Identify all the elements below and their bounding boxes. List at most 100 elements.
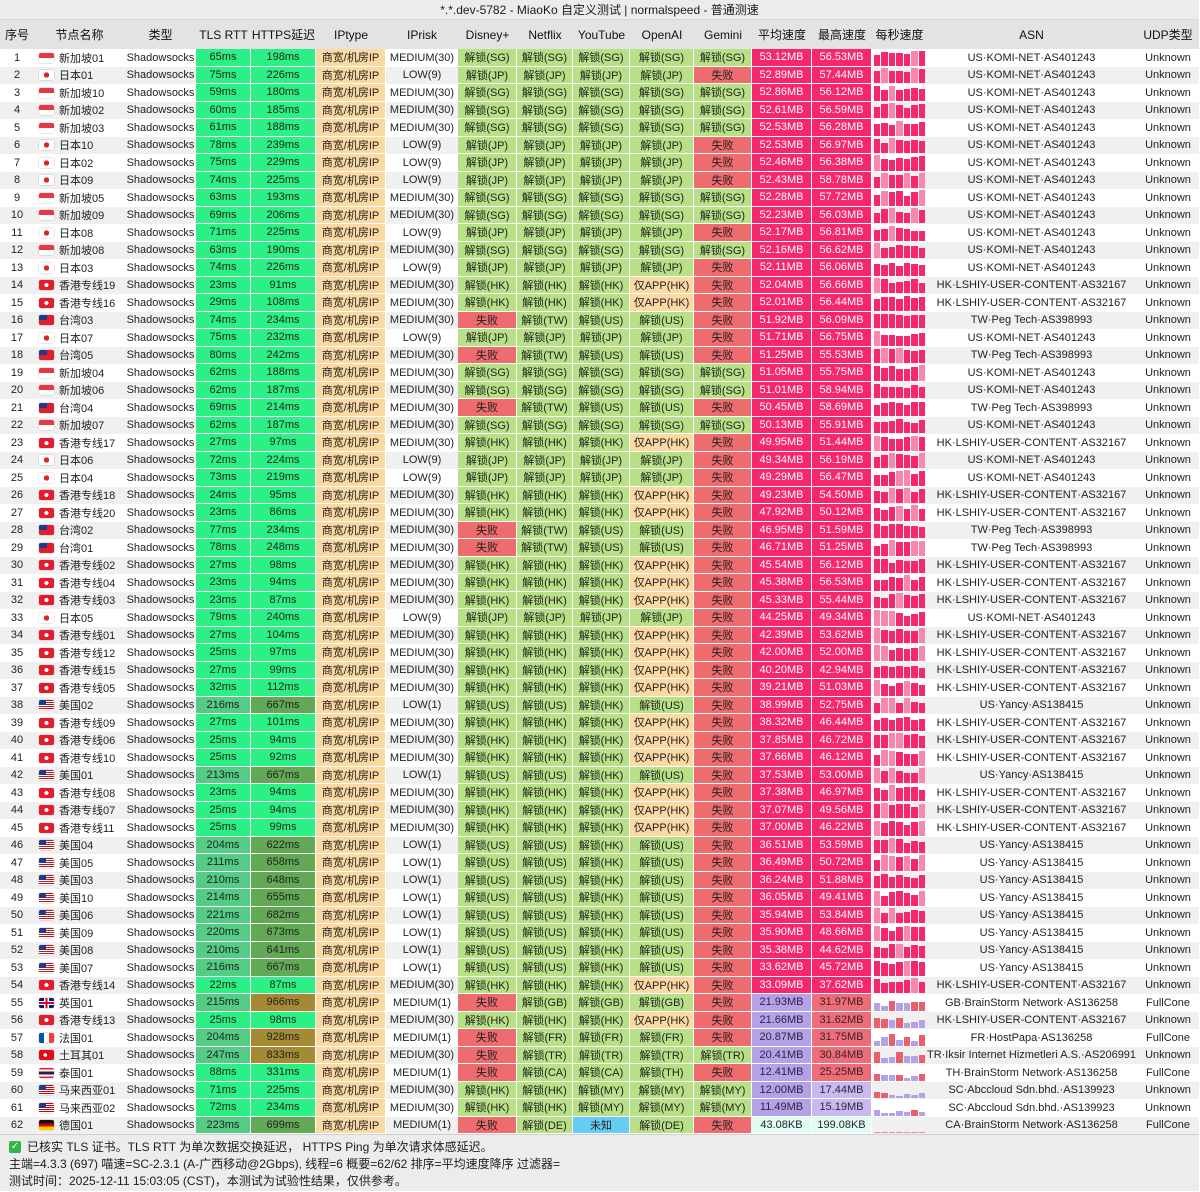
udp-type: Unknown xyxy=(1145,419,1191,432)
https-latency: 97ms xyxy=(251,644,316,662)
udp-type: Unknown xyxy=(1145,261,1191,274)
node-type: Shadowsocks xyxy=(126,156,195,169)
row-index: 23 xyxy=(10,436,24,449)
iptype-badge: 商宽/机房IP xyxy=(316,399,386,417)
udp-type: Unknown xyxy=(1145,944,1191,957)
node-name: 美国01 xyxy=(59,770,94,783)
speed-sparkline xyxy=(872,1064,927,1082)
gemini-status: 失败 xyxy=(694,696,752,714)
row-index: 28 xyxy=(10,524,24,537)
row-index: 42 xyxy=(10,769,24,782)
table-row: 57 法国01 Shadowsocks 204ms 928ms 商宽/机房IP MEDIUM… xyxy=(0,1029,1199,1047)
iptype-badge: 商宽/机房IP xyxy=(316,84,386,102)
max-speed: 49.34MB xyxy=(812,609,872,627)
row-index: 18 xyxy=(10,349,24,362)
node-name: 美国02 xyxy=(59,700,94,713)
asn: HK·LSHIY-USER-CONTENT·AS32167 xyxy=(936,681,1127,694)
asn: US·KOMI-NET·AS401243 xyxy=(967,104,1096,117)
tls-rtt: 74ms xyxy=(196,259,251,277)
speed-sparkline xyxy=(872,84,927,102)
column-header-15: ASN xyxy=(1019,27,1044,42)
netflix-status: 解锁(HK) xyxy=(517,801,573,819)
netflix-status: 解锁(JP) xyxy=(517,136,573,154)
youtube-status: 解锁(SG) xyxy=(573,119,630,137)
node-name: 日本10 xyxy=(59,140,94,153)
jp-flag-icon xyxy=(39,70,54,81)
disney-status: 解锁(US) xyxy=(458,871,517,889)
node-name-cell: 英国01 xyxy=(34,994,125,1012)
node-name-cell: 美国07 xyxy=(34,959,125,977)
netflix-status: 解锁(SG) xyxy=(517,241,573,259)
us-flag-icon xyxy=(39,840,54,851)
max-speed: 58.94MB xyxy=(812,381,872,399)
speed-sparkline xyxy=(872,924,927,942)
netflix-status: 解锁(HK) xyxy=(517,1011,573,1029)
speed-sparkline xyxy=(872,697,927,715)
node-name: 美国07 xyxy=(59,962,94,975)
speed-sparkline xyxy=(872,259,927,277)
jp-flag-icon xyxy=(39,227,54,238)
node-type: Shadowsocks xyxy=(126,804,195,817)
node-type: Shadowsocks xyxy=(126,244,195,257)
jp-flag-icon xyxy=(39,157,54,168)
row-index: 49 xyxy=(10,891,24,904)
disney-status: 解锁(US) xyxy=(458,766,517,784)
netflix-status: 解锁(HK) xyxy=(517,1081,573,1099)
iprisk: LOW(9) xyxy=(402,69,442,82)
iprisk: LOW(9) xyxy=(402,139,442,152)
node-type: Shadowsocks xyxy=(126,366,195,379)
speed-sparkline xyxy=(872,749,927,767)
https-latency: 648ms xyxy=(251,871,316,889)
openai-status: 仅APP(HK) xyxy=(630,801,694,819)
avg-speed: 52.23MB xyxy=(752,206,812,224)
node-name-cell: 新加坡03 xyxy=(34,119,125,137)
iprisk: MEDIUM(30) xyxy=(389,314,455,327)
max-speed: 56.81MB xyxy=(812,224,872,242)
avg-speed: 12.41MB xyxy=(752,1064,812,1082)
avg-speed: 44.25MB xyxy=(752,609,812,627)
max-speed: 49.41MB xyxy=(812,889,872,907)
asn: US·KOMI-NET·AS401243 xyxy=(967,261,1096,274)
table-row: 45 香港专线11 Shadowsocks 25ms 99ms 商宽/机房IP MEDIUM… xyxy=(0,819,1199,837)
table-row: 29 台湾01 Shadowsocks 78ms 248ms 商宽/机房IP MEDIUM(… xyxy=(0,539,1199,557)
max-speed: 30.84MB xyxy=(812,1046,872,1064)
asn: US·KOMI-NET·AS401243 xyxy=(967,331,1096,344)
youtube-status: 解锁(HK) xyxy=(573,294,630,312)
table-row: 13 日本03 Shadowsocks 74ms 226ms 商宽/机房IP LOW(9) 解… xyxy=(0,259,1199,277)
openai-status: 仅APP(HK) xyxy=(630,626,694,644)
youtube-status: 解锁(US) xyxy=(573,539,630,557)
sparkline-bars xyxy=(874,120,925,136)
row-index: 35 xyxy=(10,646,24,659)
node-name-cell: 日本08 xyxy=(34,224,125,242)
netflix-status: 解锁(FR) xyxy=(517,1029,573,1047)
gemini-status: 解锁(SG) xyxy=(694,416,752,434)
avg-speed: 52.11MB xyxy=(752,259,812,277)
youtube-status: 解锁(HK) xyxy=(573,276,630,294)
max-speed: 56.53MB xyxy=(812,49,872,67)
tls-rtt: 74ms xyxy=(196,171,251,189)
avg-speed: 52.01MB xyxy=(752,294,812,312)
netflix-status: 解锁(JP) xyxy=(517,259,573,277)
iprisk: MEDIUM(30) xyxy=(389,576,455,589)
table-row: 43 香港专线08 Shadowsocks 23ms 94ms 商宽/机房IP MEDIUM… xyxy=(0,784,1199,802)
asn: US·KOMI-NET·AS401243 xyxy=(967,244,1096,257)
iprisk: MEDIUM(30) xyxy=(389,559,455,572)
column-header-6: IPrisk xyxy=(407,27,437,42)
iptype-badge: 商宽/机房IP xyxy=(316,871,386,889)
sparkline-bars xyxy=(874,418,925,433)
speed-sparkline xyxy=(872,207,927,225)
iprisk: MEDIUM(30) xyxy=(389,594,455,607)
node-name-cell: 台湾04 xyxy=(34,399,125,417)
node-name-cell: 台湾03 xyxy=(34,312,125,330)
node-name-cell: 美国02 xyxy=(34,697,125,715)
openai-status: 解锁(SG) xyxy=(630,101,694,119)
row-index: 13 xyxy=(10,261,24,274)
netflix-status: 解锁(JP) xyxy=(517,469,573,487)
node-type: Shadowsocks xyxy=(126,69,195,82)
table-row: 56 香港专线13 Shadowsocks 25ms 98ms 商宽/机房IP MEDIUM… xyxy=(0,1011,1199,1029)
row-index: 1 xyxy=(13,51,21,64)
openai-status: 解锁(SG) xyxy=(630,381,694,399)
netflix-status: 解锁(SG) xyxy=(517,206,573,224)
node-type: Shadowsocks xyxy=(126,384,195,397)
table-row: 61 马来西亚02 Shadowsocks 72ms 234ms 商宽/机房IP MEDIU… xyxy=(0,1099,1199,1117)
